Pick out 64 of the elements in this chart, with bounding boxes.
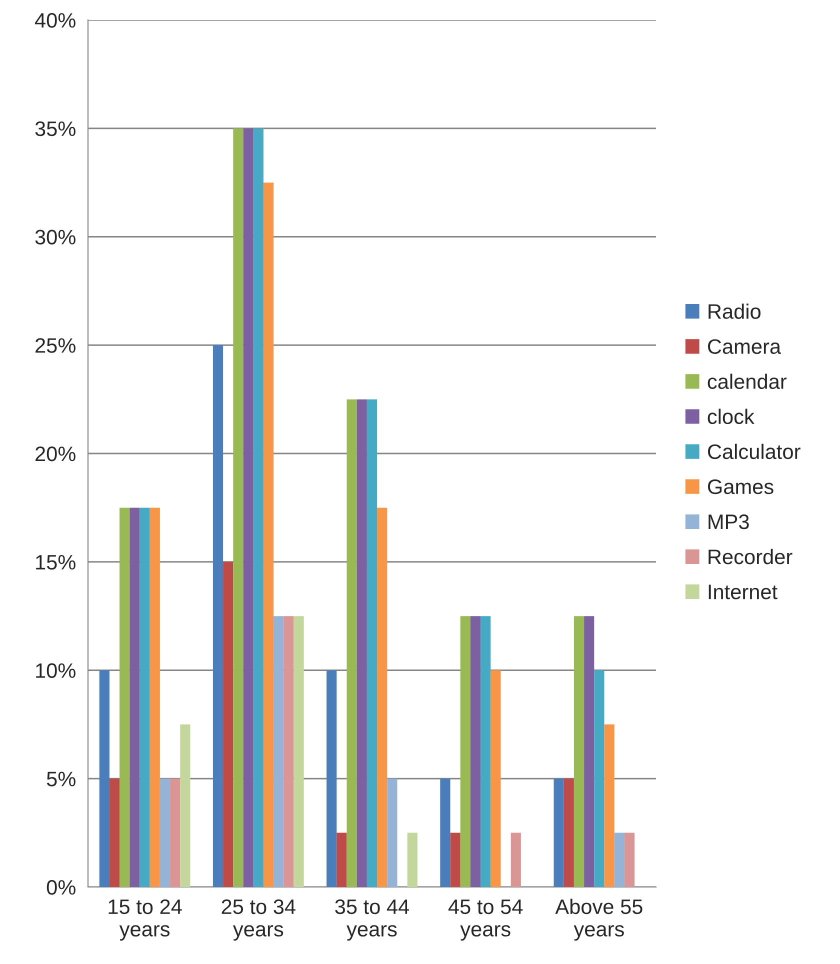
bar (470, 616, 481, 887)
bar (584, 616, 594, 887)
bar (180, 724, 190, 887)
bar (130, 508, 140, 887)
bar (366, 399, 378, 887)
bar (223, 562, 234, 887)
bar (356, 399, 367, 887)
bar (120, 508, 130, 887)
x-tick-label: 25 to 34 years (222, 899, 296, 941)
y-tick-label: 15% (36, 554, 76, 570)
bar (624, 832, 635, 887)
y-tick-label: 10% (36, 663, 76, 678)
bar (212, 345, 224, 887)
bar (440, 778, 450, 887)
bar (450, 832, 460, 887)
y-tick-label: 5% (46, 772, 76, 786)
bar (284, 616, 294, 887)
y-tick-label: 35% (35, 121, 76, 136)
legend-label: calendar (708, 374, 787, 389)
bar (480, 616, 491, 887)
bar (554, 778, 564, 887)
bar (460, 616, 470, 887)
bar (387, 778, 398, 887)
bar (170, 778, 180, 887)
bar (336, 832, 347, 887)
bar (253, 128, 264, 887)
bar (99, 670, 110, 887)
x-tick-label: 45 to 54 years (448, 900, 523, 941)
legend-label: Camera (708, 339, 782, 354)
y-tick-label: 25% (36, 338, 76, 353)
y-tick-label: 0% (46, 880, 76, 895)
legend-label: Internet (708, 584, 778, 600)
bar (564, 778, 574, 887)
bar (490, 670, 501, 887)
legend-label: Radio (708, 304, 761, 319)
y-tick-label: 30% (35, 230, 76, 245)
bar (346, 399, 357, 887)
legend-label: MP3 (708, 514, 749, 530)
bar (150, 508, 160, 887)
x-tick-label: 35 to 44 years (335, 899, 410, 941)
bar (274, 616, 284, 887)
bar (407, 832, 418, 887)
bar (294, 616, 304, 887)
x-tick-label: 15 to 24 years (108, 899, 182, 941)
bar (233, 128, 244, 887)
bar (604, 724, 614, 887)
legend-label: clock (708, 408, 754, 424)
bar (510, 832, 521, 887)
bar (594, 670, 604, 887)
legend-label: Games (708, 479, 774, 494)
bar (109, 778, 120, 887)
bar (326, 670, 337, 887)
x-tick-label: Above 55 years (555, 898, 642, 941)
y-tick-label: 20% (36, 446, 76, 462)
legend-label: Calculator (708, 444, 800, 460)
bar (614, 832, 624, 887)
y-tick-label: 40% (34, 13, 76, 28)
bar (263, 182, 274, 887)
bar (574, 616, 584, 887)
legend-label: Recorder (708, 548, 792, 564)
bar (377, 508, 388, 887)
bar (160, 778, 170, 887)
bar (243, 128, 254, 887)
bar (140, 508, 150, 887)
